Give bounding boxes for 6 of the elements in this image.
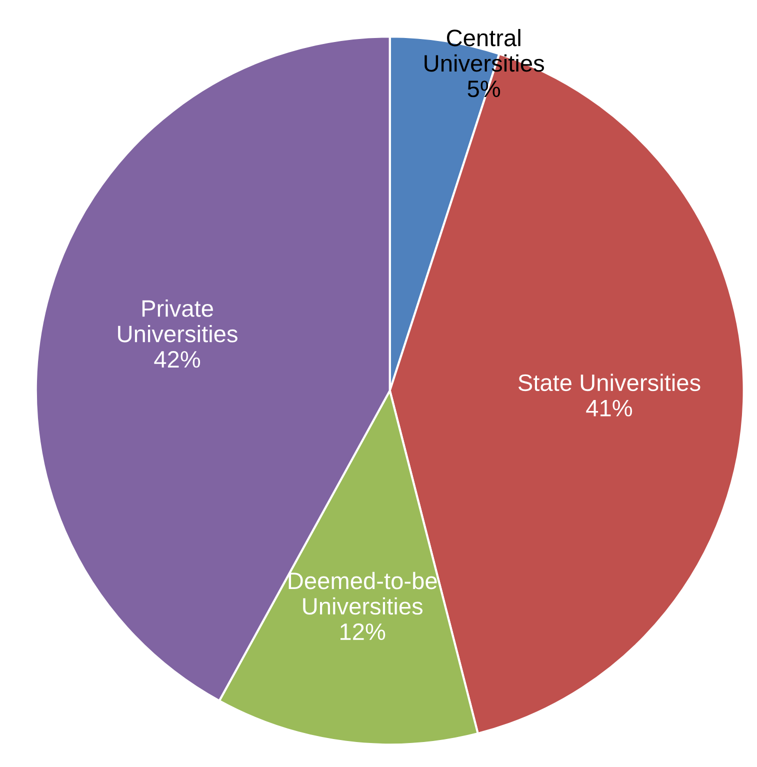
data-label: 41% <box>586 400 632 416</box>
slice-label: Private Universities <box>118 300 238 342</box>
data-label: 42% <box>154 351 200 368</box>
slice-label: State Universities <box>518 374 700 392</box>
slice-label: Deemed-to-be Universities <box>288 572 437 615</box>
data-label: 12% <box>340 623 386 640</box>
